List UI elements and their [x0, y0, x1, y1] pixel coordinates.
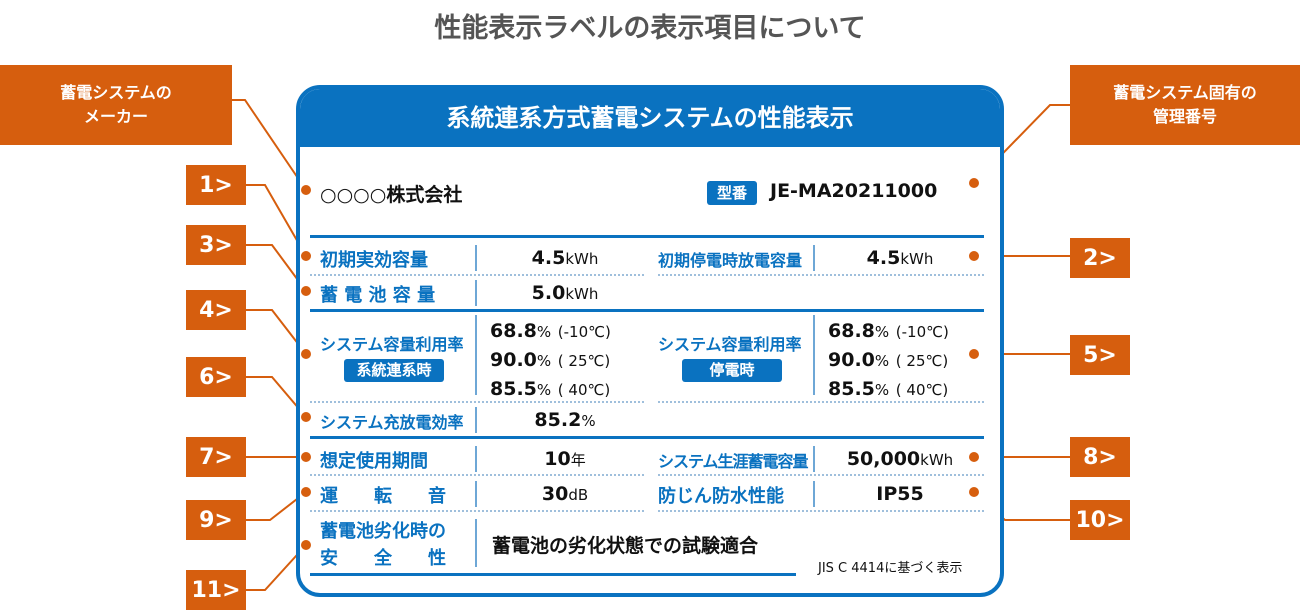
divider	[813, 315, 815, 395]
jis-note: JIS C 4414に基づく表示	[818, 561, 963, 576]
callout-1: 1>	[186, 165, 246, 205]
callout-10: 10>	[1070, 500, 1130, 540]
maker-name: ○○○○株式会社	[320, 184, 463, 206]
callout-2: 2>	[1070, 238, 1130, 278]
callout-4: 4>	[186, 290, 246, 330]
value-safety: 蓄電池の劣化状態での試験適合	[492, 535, 759, 557]
value-battery-capacity: 5.0kWh	[531, 282, 599, 304]
value-ip: IP55	[876, 483, 924, 505]
performance-label-card: 系統連系方式蓄電システムの性能表示 ○○○○株式会社 型番 JE-MA20211…	[296, 85, 1004, 597]
util-value: 85.5% ( 40℃)	[490, 378, 611, 400]
callout-maker: 蓄電システムの メーカー	[0, 65, 232, 145]
card-header: 系統連系方式蓄電システムの性能表示	[300, 89, 1000, 147]
divider	[658, 510, 984, 512]
util-value: 85.5% ( 40℃)	[828, 378, 949, 400]
label-lifetime-storage: システム生涯蓄電容量	[658, 452, 809, 471]
divider	[310, 474, 644, 476]
divider	[658, 274, 984, 276]
util-value: 90.0% ( 25℃)	[828, 349, 949, 371]
model-number: JE-MA20211000	[770, 180, 938, 202]
label-lifetime: 想定使用期間	[320, 451, 428, 472]
util-outage-values: 68.8% (-10℃) 90.0% ( 25℃) 85.5% ( 40℃)	[828, 317, 949, 404]
divider	[475, 519, 477, 567]
divider	[310, 274, 644, 276]
divider	[475, 407, 477, 433]
divider	[310, 436, 984, 439]
divider	[475, 280, 477, 306]
divider	[813, 245, 815, 271]
callout-6: 6>	[186, 357, 246, 397]
label-initial-effective-capacity: 初期実効容量	[320, 250, 428, 271]
label-safety-2: 安 全 性	[320, 548, 446, 569]
label-efficiency: システム充放電効率	[320, 413, 464, 432]
label-ip: 防じん防水性能	[658, 486, 784, 507]
divider	[310, 235, 984, 238]
callout-11: 11>	[186, 570, 246, 610]
value-noise: 30dB	[541, 483, 589, 505]
divider	[310, 401, 644, 403]
badge-grid: 系統連系時	[344, 359, 444, 382]
divider	[310, 573, 796, 576]
callout-8: 8>	[1070, 437, 1130, 477]
callout-9: 9>	[186, 500, 246, 540]
divider	[310, 510, 644, 512]
divider	[475, 481, 477, 507]
value-lifetime-storage: 50,000kWh	[846, 448, 954, 470]
divider	[310, 309, 984, 312]
util-value: 68.8% (-10℃)	[828, 320, 949, 342]
divider	[813, 481, 815, 507]
util-value: 90.0% ( 25℃)	[490, 349, 611, 371]
callout-7: 7>	[186, 437, 246, 477]
label-noise: 運 転 音	[320, 486, 446, 507]
value-initial-effective-capacity: 4.5kWh	[531, 247, 599, 269]
divider	[475, 446, 477, 472]
divider	[475, 315, 477, 395]
divider	[475, 245, 477, 271]
model-badge: 型番	[707, 181, 757, 205]
label-initial-outage-discharge: 初期停電時放電容量	[658, 251, 803, 270]
util-grid-values: 68.8% (-10℃) 90.0% ( 25℃) 85.5% ( 40℃)	[490, 317, 611, 404]
page-title: 性能表示ラベルの表示項目について	[434, 13, 866, 44]
divider	[813, 446, 815, 472]
label-util-outage: システム容量利用率	[658, 335, 802, 354]
util-value: 68.8% (-10℃)	[490, 320, 611, 342]
callout-model-id: 蓄電システム固有の 管理番号	[1070, 65, 1300, 145]
callout-5: 5>	[1070, 335, 1130, 375]
value-initial-outage-discharge: 4.5kWh	[866, 247, 934, 269]
label-safety-1: 蓄電池劣化時の	[320, 521, 446, 542]
value-efficiency: 85.2%	[534, 409, 596, 431]
label-util-grid: システム容量利用率	[320, 335, 464, 354]
label-battery-capacity: 蓄 電 池 容 量	[320, 285, 436, 306]
callout-3: 3>	[186, 225, 246, 265]
divider	[658, 474, 984, 476]
value-lifetime: 10年	[544, 448, 586, 470]
divider	[658, 401, 984, 403]
badge-outage: 停電時	[682, 359, 782, 382]
